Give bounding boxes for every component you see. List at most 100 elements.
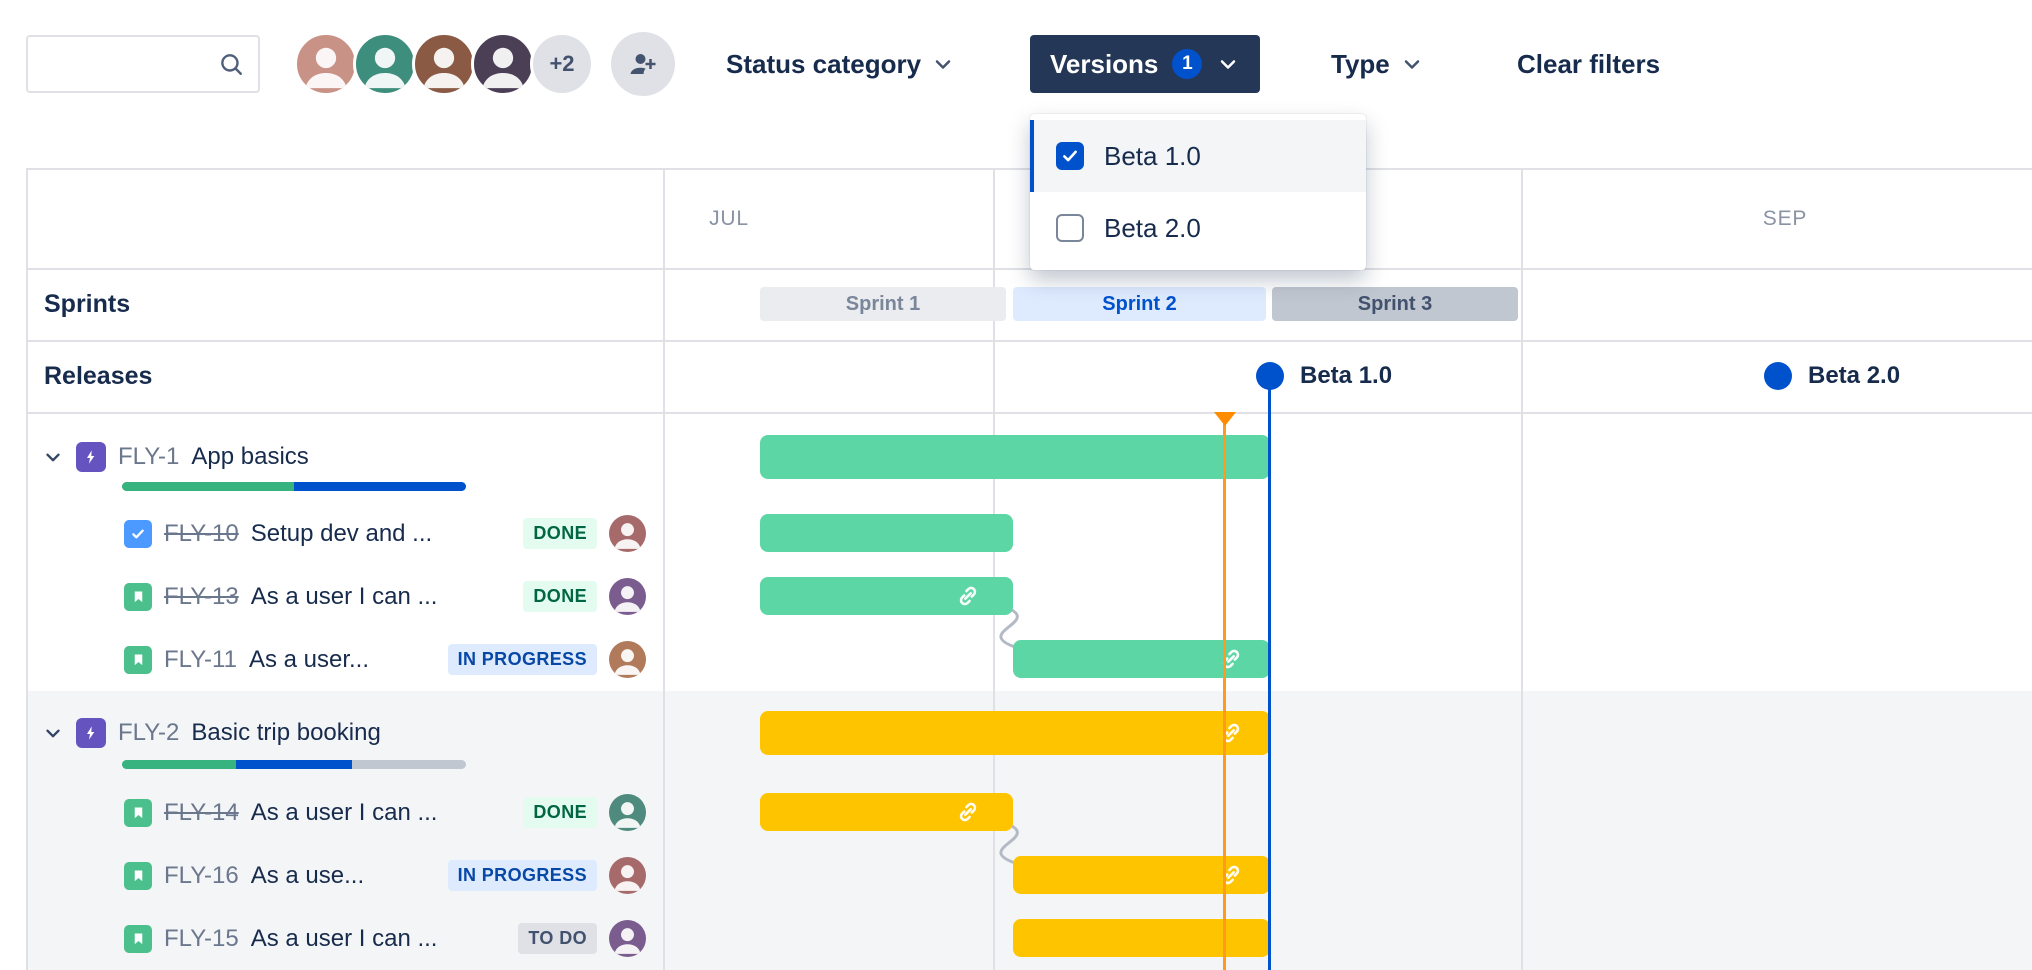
status-category-filter[interactable]: Status category [726,35,955,93]
version-option-label: Beta 1.0 [1104,140,1201,171]
chevron-down-icon[interactable] [42,446,64,468]
release-marker-beta-2[interactable] [1764,362,1792,390]
issue-row-fly-13[interactable]: FLY-13 As a user I can ... DONE [124,565,646,628]
assignee-avatar [609,641,646,678]
gantt-bar-fly-10[interactable] [760,514,1013,552]
release-label-beta-2: Beta 2.0 [1808,362,1901,389]
versions-filter[interactable]: Versions 1 [1030,35,1261,93]
checkbox-unchecked-icon[interactable] [1056,214,1084,242]
status-category-label: Status category [726,48,922,79]
task-icon [124,519,152,548]
chevron-down-icon [1400,52,1424,76]
epic-row-fly-1[interactable]: FLY-1 App basics [42,425,652,489]
chevron-down-icon [931,52,955,76]
clear-filters-button[interactable]: Clear filters [1517,48,1661,79]
search-box[interactable] [26,35,260,93]
avatar-group: +2 [294,32,594,96]
issue-row-fly-16[interactable]: FLY-16 As a use... IN PROGRESS [124,844,646,907]
add-person-button[interactable] [611,32,675,96]
status-badge: IN PROGRESS [447,860,597,891]
issue-summary: Setup dev and ... [250,519,433,547]
timeline-grid: JUL AUG SEP Sprints Releases Sprint 1 Sp… [26,168,2032,970]
issue-row-fly-11[interactable]: FLY-11 As a user... IN PROGRESS [124,628,646,691]
story-icon [124,861,152,890]
epic-progress-bar [122,482,466,491]
epic-icon [76,442,106,472]
gantt-bar-fly-16[interactable] [1013,856,1270,894]
issue-summary: As a use... [250,861,365,889]
issue-row-fly-14[interactable]: FLY-14 As a user I can ... DONE [124,781,646,844]
month-label-jul: JUL [709,207,749,230]
issue-key: FLY-10 [164,519,239,547]
release-line-beta-1 [1268,376,1271,970]
status-badge: DONE [523,581,597,612]
issue-key: FLY-15 [164,924,239,952]
sprint-pill-3[interactable]: Sprint 3 [1272,287,1518,321]
avatar[interactable] [353,32,417,96]
status-badge: DONE [523,797,597,828]
epic-icon [76,718,106,748]
assignee-avatar [609,857,646,894]
issue-key: FLY-13 [164,582,239,610]
issue-row-fly-10[interactable]: FLY-10 Setup dev and ... DONE [124,502,646,565]
issue-summary: As a user I can ... [250,582,438,610]
story-icon [124,798,152,827]
sprint-pill-1[interactable]: Sprint 1 [760,287,1006,321]
issue-key: FLY-11 [164,645,237,673]
assignee-avatar [609,794,646,831]
search-icon [218,51,244,77]
header-row-divider [28,268,2032,270]
status-badge: IN PROGRESS [447,644,597,675]
gantt-bar-fly-1[interactable] [760,435,1270,479]
assignee-avatar [609,578,646,615]
version-option-beta-2[interactable]: Beta 2.0 [1030,192,1366,264]
search-input[interactable] [42,50,218,78]
epic-progress-bar [122,760,466,769]
chevron-down-icon [1216,52,1240,76]
versions-count-badge: 1 [1172,49,1203,79]
sprints-row-label: Sprints [44,290,131,318]
assignee-avatar [609,920,646,957]
issue-row-fly-15[interactable]: FLY-15 As a user I can ... TO DO [124,907,646,970]
avatar[interactable] [412,32,476,96]
chevron-down-icon[interactable] [42,722,64,744]
type-filter[interactable]: Type [1331,35,1424,93]
gantt-bar-fly-14[interactable] [760,793,1013,831]
assignee-avatar [609,515,646,552]
gantt-bar-fly-15[interactable] [1013,919,1270,957]
month-gridline-sep [1521,170,1523,970]
releases-row-label: Releases [44,362,153,390]
gantt-bar-fly-13[interactable] [760,577,1013,615]
status-badge: DONE [523,518,597,549]
issue-key: FLY-16 [164,861,239,889]
story-icon [124,582,152,611]
version-option-label: Beta 2.0 [1104,212,1201,243]
issue-key: FLY-2 [118,719,180,746]
issue-key: FLY-1 [118,443,180,470]
releases-row-divider [28,412,2032,414]
issue-summary: As a user I can ... [250,924,438,952]
avatar[interactable] [471,32,535,96]
type-label: Type [1331,48,1390,79]
issue-summary: As a user I can ... [250,798,438,826]
gantt-bar-fly-11[interactable] [1013,640,1270,678]
issue-summary: As a user... [248,645,369,673]
release-marker-beta-1[interactable] [1256,362,1284,390]
person-plus-icon [628,49,658,79]
issue-summary: Basic trip booking [191,719,381,746]
month-label-sep: SEP [1762,207,1808,230]
sprint-pill-2[interactable]: Sprint 2 [1013,287,1266,321]
status-badge: TO DO [518,923,597,954]
avatar-overflow-badge[interactable]: +2 [530,32,594,96]
checkbox-checked-icon[interactable] [1056,142,1084,170]
epic-row-fly-2[interactable]: FLY-2 Basic trip booking [42,701,652,765]
issue-summary: App basics [191,443,309,470]
sprints-row-divider [28,340,2032,342]
versions-label: Versions [1050,48,1159,79]
month-gridline-aug [993,170,995,970]
avatar[interactable] [294,32,358,96]
today-line [1223,414,1226,970]
version-option-beta-1[interactable]: Beta 1.0 [1030,120,1366,192]
gantt-bar-fly-2[interactable] [760,711,1270,755]
